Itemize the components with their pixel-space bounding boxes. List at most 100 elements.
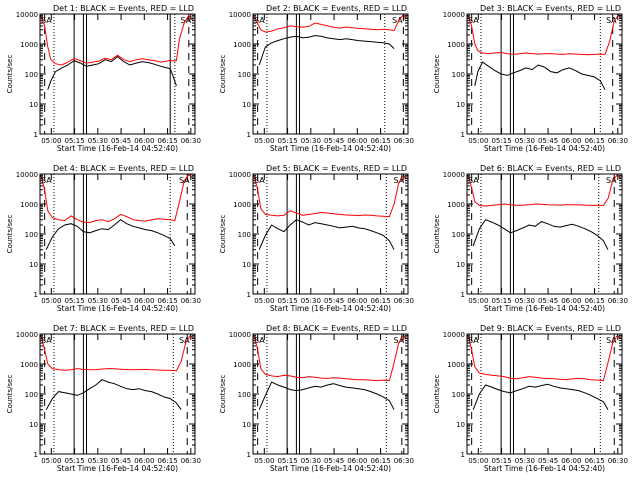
x-tick-label: 05:30 [515, 297, 535, 305]
y-tick-label: 10000 [443, 331, 465, 339]
x-tick-label: 06:00 [561, 457, 581, 465]
x-tick-label: 05:45 [538, 297, 558, 305]
y-tick-label: 1000 [447, 361, 465, 369]
y-axis-label: Counts/sec [219, 215, 227, 254]
events-series-line [45, 219, 176, 250]
x-axis-label: Start Time (16-Feb-14 04:52:40) [270, 304, 391, 313]
y-tick-label: 1 [247, 451, 251, 459]
x-tick-label: 05:00 [468, 297, 488, 305]
x-tick-label: 06:30 [394, 137, 414, 145]
x-tick-label: 05:30 [301, 457, 321, 465]
x-tick-label: 06:30 [181, 457, 201, 465]
y-axis-label: Counts/sec [6, 375, 14, 414]
x-tick-label: 05:30 [88, 457, 108, 465]
panel-title: Det 6: BLACK = Events, RED = LLD [480, 164, 621, 173]
x-tick-label: 06:00 [347, 297, 367, 305]
x-tick-label: 05:30 [88, 297, 108, 305]
x-tick-label: 05:45 [324, 297, 344, 305]
lld-series-line [39, 14, 194, 66]
x-tick-label: 05:00 [254, 457, 274, 465]
y-tick-label: 10 [29, 421, 38, 429]
y-tick-label: 1000 [233, 201, 251, 209]
lld-series-line [39, 334, 194, 372]
sa-marker-label: SA [254, 176, 265, 185]
y-axis-label: Counts/sec [433, 215, 441, 254]
x-tick-label: 06:30 [608, 297, 628, 305]
x-tick-label: 05:15 [491, 137, 511, 145]
x-tick-label: 05:45 [538, 137, 558, 145]
x-tick-label: 05:45 [538, 457, 558, 465]
panel-title: Det 8: BLACK = Events, RED = LLD [266, 324, 407, 333]
x-axis-label: Start Time (16-Feb-14 04:52:40) [484, 464, 605, 473]
x-tick-label: 05:30 [515, 457, 535, 465]
y-tick-label: 10 [29, 261, 38, 269]
y-tick-label: 10 [242, 421, 251, 429]
x-axis-label: Start Time (16-Feb-14 04:52:40) [57, 304, 178, 313]
plot-frame [39, 173, 196, 295]
y-tick-label: 100 [452, 71, 465, 79]
plot-frame [39, 333, 196, 455]
y-tick-label: 10000 [16, 171, 38, 179]
y-axis-label: Counts/sec [6, 215, 14, 254]
x-tick-label: 06:15 [370, 297, 390, 305]
events-series-line [258, 381, 395, 410]
events-series-line [258, 35, 395, 66]
y-tick-label: 1 [461, 291, 465, 299]
x-axis-label: Start Time (16-Feb-14 04:52:40) [270, 464, 391, 473]
x-tick-label: 06:15 [370, 137, 390, 145]
panel-title: Det 9: BLACK = Events, RED = LLD [480, 324, 621, 333]
y-tick-label: 1000 [233, 361, 251, 369]
x-tick-label: 06:00 [134, 297, 154, 305]
y-tick-label: 100 [452, 391, 465, 399]
x-tick-label: 05:00 [254, 297, 274, 305]
y-tick-label: 10 [456, 101, 465, 109]
x-tick-label: 06:15 [157, 137, 177, 145]
y-tick-label: 10000 [229, 171, 251, 179]
y-tick-label: 1 [34, 291, 38, 299]
events-series-line [45, 379, 182, 410]
x-tick-label: 05:45 [111, 457, 131, 465]
x-tick-label: 06:30 [394, 297, 414, 305]
x-tick-label: 06:00 [347, 457, 367, 465]
sa-marker-label: SA [41, 16, 52, 25]
sa-marker-label: SA [41, 176, 52, 185]
x-tick-label: 06:15 [157, 457, 177, 465]
y-tick-label: 1000 [20, 201, 38, 209]
y-tick-label: 10000 [443, 171, 465, 179]
events-series-line [474, 61, 606, 90]
x-tick-label: 05:45 [324, 457, 344, 465]
sa-marker-label: SA [606, 336, 617, 345]
panel-title: Det 4: BLACK = Events, RED = LLD [53, 164, 194, 173]
lld-series-line [252, 13, 407, 33]
lld-series-line [252, 174, 407, 218]
events-series-line [258, 219, 395, 250]
lld-series-line [39, 173, 194, 224]
x-axis-label: Start Time (16-Feb-14 04:52:40) [57, 144, 178, 153]
x-tick-label: 06:15 [157, 297, 177, 305]
sa-marker-label: SA [254, 336, 265, 345]
x-tick-label: 05:30 [515, 137, 535, 145]
y-tick-label: 100 [238, 231, 251, 239]
x-tick-label: 06:00 [134, 457, 154, 465]
plot-frame [466, 333, 623, 455]
sa-marker-label: SA [179, 336, 190, 345]
x-tick-label: 05:15 [64, 137, 84, 145]
plot-frame [252, 333, 409, 455]
y-tick-label: 100 [238, 71, 251, 79]
events-series-line [472, 219, 609, 250]
sa-marker-label: SA [394, 176, 405, 185]
y-tick-label: 10000 [16, 331, 38, 339]
sa-marker-label: SA [394, 336, 405, 345]
x-tick-label: 06:30 [394, 457, 414, 465]
x-tick-label: 05:00 [41, 297, 61, 305]
lld-series-line [466, 334, 621, 382]
plot-frame [466, 13, 623, 135]
x-tick-label: 06:00 [134, 137, 154, 145]
